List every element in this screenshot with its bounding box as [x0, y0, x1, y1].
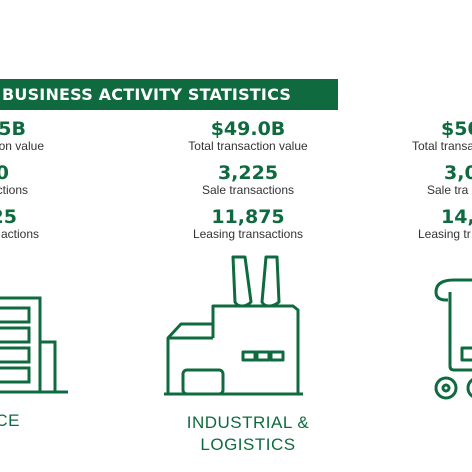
retail-total-value: $50	[441, 118, 472, 140]
category-label-industrial-line2: LOGISTICS	[200, 435, 296, 454]
retail-total-label: Total transa	[412, 139, 472, 153]
retail-stats: $50 Total transa 3,0 Sale tra 14, Leasin…	[396, 118, 472, 250]
office-leasing-value: 25	[0, 206, 17, 228]
industrial-stats: $49.0B Total transaction value 3,225 Sal…	[163, 118, 333, 250]
office-building-icon	[0, 296, 68, 394]
retail-leasing-label: Leasing tr	[418, 227, 471, 241]
shopping-cart-icon	[434, 278, 472, 400]
category-label-industrial: INDUSTRIAL & LOGISTICS	[163, 412, 333, 456]
office-stats: 5B on value 0 ctions 25 actions	[0, 118, 84, 250]
industrial-total-label: Total transaction value	[188, 139, 308, 153]
retail-sale-value: 3,0	[444, 162, 472, 184]
office-sale-label: ctions	[0, 183, 28, 197]
industrial-sale-label: Sale transactions	[201, 183, 295, 197]
retail-leasing-value: 14,	[441, 206, 472, 228]
industrial-leasing-label: Leasing transactions	[192, 227, 304, 241]
section-banner: BUSINESS ACTIVITY STATISTICS	[0, 79, 338, 110]
industrial-sale-value: 3,225	[217, 162, 279, 184]
industrial-total-value: $49.0B	[210, 118, 286, 140]
banner-title: BUSINESS ACTIVITY STATISTICS	[2, 85, 292, 104]
office-sale-value: 0	[0, 162, 9, 184]
industrial-leasing-value: 11,875	[211, 206, 285, 228]
office-total-value: 5B	[0, 118, 26, 140]
office-total-label: on value	[0, 139, 44, 153]
retail-sale-label: Sale tra	[427, 183, 469, 197]
category-label-industrial-line1: INDUSTRIAL &	[186, 413, 310, 432]
category-label-office: ICE	[0, 411, 20, 430]
factory-icon	[164, 255, 303, 396]
office-leasing-label: actions	[0, 227, 39, 241]
